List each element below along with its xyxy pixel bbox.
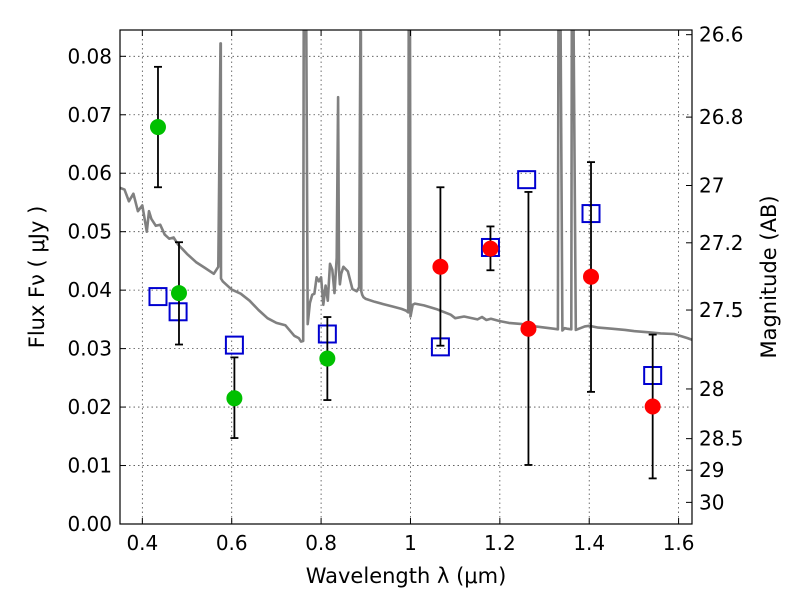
x-tick-label: 0.8 [305,531,337,555]
right-tick-label: 27 [699,174,724,198]
y-tick-label: 0.05 [67,220,112,244]
axis-ticks: 0.4 0.6 0.8 1 1.2 1.4 1.6 0.00 0.01 0.02 0.03 0.04 0… [67,23,743,555]
x-tick-label: 0.6 [216,531,248,555]
square-marker [517,170,537,190]
y-tick-label: 0.00 [67,512,112,536]
green-circle-marker [226,390,243,407]
model-spectrum [120,30,692,343]
red-circle-marker [520,320,537,337]
plot-frame [119,29,693,525]
right-tick-label: 28 [699,377,724,401]
x-tick-label: 0.4 [126,531,158,555]
x-axis-label: Wavelength λ (μm) [306,564,507,588]
x-tick-label: 1 [404,531,417,555]
green-circle-marker [170,285,187,302]
y-tick-label: 0.07 [67,103,112,127]
red-circle-marker [432,258,449,275]
square-marker [224,335,244,355]
right-tick-label: 27.5 [699,298,744,322]
grid [120,30,692,525]
y-axis-right-label: Magnitude (AB) [757,195,781,358]
right-tick-label: 28.5 [699,427,744,451]
model-spectrum-line [120,30,692,343]
green-circle-marker [319,350,336,367]
x-tick-label: 1.6 [663,531,695,555]
right-tick-label: 26.8 [699,105,744,129]
y-tick-label: 0.08 [67,44,112,68]
red-circle-marker [644,398,661,415]
x-tick-label: 1.2 [484,531,516,555]
y-axis-label: Flux Fν ( μJy ) [25,206,49,349]
y-tick-label: 0.06 [67,161,112,185]
x-tick-label: 1.4 [573,531,605,555]
green-circle-marker [149,119,166,136]
y-tick-label: 0.01 [67,454,112,478]
square-marker [148,287,168,307]
red-circle-marker [583,268,600,285]
right-tick-label: 26.6 [699,23,744,47]
red-circle-marker [482,240,499,257]
y-tick-label: 0.03 [67,337,112,361]
data-points [148,65,663,480]
right-tick-label: 27.2 [699,231,744,255]
right-tick-label: 29 [699,458,724,482]
right-tick-label: 30 [699,490,724,514]
y-tick-label: 0.04 [67,278,112,302]
y-tick-label: 0.02 [67,395,112,419]
